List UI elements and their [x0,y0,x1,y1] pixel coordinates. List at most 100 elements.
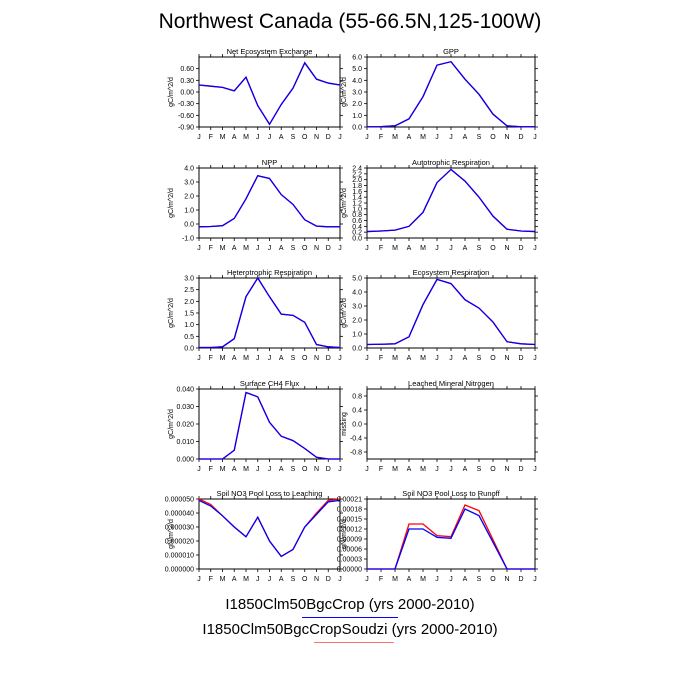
ytick-label-3-6: 1.2 [352,201,362,208]
xtick-label-7-7: A [463,466,468,473]
ytick-label-2-1: 0.0 [184,222,194,229]
xtick-label-8-1: F [209,576,213,583]
xtick-label-6-8: S [291,466,296,473]
xtick-label-7-1: F [379,466,383,473]
xtick-label-1-4: M [420,134,426,141]
xtick-label-9-4: M [420,576,426,583]
panel-frame-5 [366,277,536,349]
xtick-label-0-3: A [232,134,237,141]
xtick-label-6-10: N [314,466,319,473]
xtick-label-7-6: J [449,466,453,473]
xtick-label-3-2: M [392,245,398,252]
panel-title-1: GPP [443,47,459,56]
ytick-label-2-4: 3.0 [184,180,194,187]
panel-title-3: Autotrophic Respiration [412,158,490,167]
ytick-label-8-5: 0.000050 [165,497,194,504]
ytick-label-3-8: 1.6 [352,189,362,196]
xtick-label-7-11: D [518,466,523,473]
ytick-label-6-2: 0.020 [176,422,194,429]
series-line-5-1 [366,278,536,346]
xtick-label-5-0: J [365,355,369,362]
panel-ylabel-0: gC/m^2/d [168,77,175,107]
xtick-label-0-0: J [197,134,201,141]
series-line-1-1 [366,60,535,128]
ytick-label-4-3: 1.5 [184,311,194,318]
ytick-label-5-4: 4.0 [352,290,362,297]
ytick-label-3-10: 2.0 [352,177,362,184]
series-line-1-0 [366,60,535,128]
ytick-label-3-1: 0.2 [352,230,362,237]
ytick-label-0-4: 0.30 [180,78,194,85]
ytick-label-7-2: 0.0 [352,422,362,429]
ytick-label-9-2: 0.00006 [337,547,362,554]
ytick-label-5-5: 5.0 [352,276,362,283]
panel-ylabel-3: gC/m^2/d [341,188,348,218]
series-line-5-0 [366,278,536,346]
ytick-label-0-1: -0.60 [178,113,194,120]
xtick-label-1-1: F [379,134,383,141]
ytick-label-1-6: 6.0 [352,55,362,62]
xtick-label-3-7: A [463,245,468,252]
xtick-label-7-5: J [435,466,439,473]
xtick-label-8-9: O [302,576,308,583]
ytick-label-1-4: 4.0 [352,78,362,85]
series-line-3-1 [366,168,536,233]
xtick-label-1-7: A [463,134,468,141]
ytick-label-3-2: 0.4 [352,224,362,231]
panel-frame-8 [198,498,341,570]
xtick-label-2-2: M [220,245,226,252]
ytick-label-1-0: 0.0 [352,125,362,132]
xtick-label-0-7: A [279,134,284,141]
xtick-label-4-4: M [243,355,249,362]
xtick-label-5-12: J [533,355,537,362]
panel-ylabel-5: gC/m^2/d [341,298,348,328]
xtick-label-6-3: A [232,466,237,473]
xtick-label-2-9: O [302,245,308,252]
xtick-label-7-12: J [533,466,537,473]
xtick-label-8-5: J [256,576,260,583]
xtick-label-3-10: N [504,245,509,252]
ytick-label-7-3: 0.4 [352,408,362,415]
xtick-label-4-8: S [291,355,296,362]
ytick-label-9-0: 0.00000 [337,567,362,574]
legend-entry-1: I1850Clm50BgcCrop (yrs 2000-2010) [0,596,700,613]
ytick-label-8-4: 0.000040 [165,511,194,518]
xtick-label-2-7: A [279,245,284,252]
xtick-label-7-4: M [420,466,426,473]
xtick-label-5-7: A [463,355,468,362]
xtick-label-0-2: M [220,134,226,141]
panel-frame-4 [198,277,341,349]
ytick-label-7-1: -0.4 [350,436,362,443]
ytick-label-9-6: 0.00018 [337,507,362,514]
xtick-label-1-5: J [435,134,439,141]
series-line-6-0 [199,391,340,460]
panel-ylabel-7: missing [341,412,348,436]
series-line-2-0 [198,174,340,228]
panel-ylabel-9: gN/m^2/d [341,519,348,549]
panel-frame-6 [198,388,341,460]
xtick-label-6-6: J [268,466,272,473]
figure-title: Northwest Canada (55-66.5N,125-100W) [158,10,542,33]
ytick-label-6-4: 0.040 [176,387,194,394]
xtick-label-6-2: M [220,466,226,473]
xtick-label-1-11: D [518,134,523,141]
xtick-label-5-9: O [490,355,496,362]
xtick-label-6-11: D [326,466,331,473]
xtick-label-8-2: M [220,576,226,583]
xtick-label-9-12: J [533,576,537,583]
xtick-label-0-11: D [326,134,331,141]
xtick-label-8-6: J [268,576,272,583]
xtick-label-9-11: D [518,576,523,583]
ytick-label-1-1: 1.0 [352,113,362,120]
xtick-label-8-7: A [279,576,284,583]
ytick-label-1-3: 3.0 [352,90,362,97]
series-line-4-1 [199,276,341,349]
xtick-label-7-2: M [392,466,398,473]
xtick-label-7-0: J [365,466,369,473]
ytick-label-3-0: 0.0 [352,236,362,243]
ytick-label-9-4: 0.00012 [337,527,362,534]
ytick-label-0-0: -0.90 [178,125,194,132]
xtick-label-8-0: J [197,576,201,583]
xtick-label-8-4: M [243,576,249,583]
xtick-label-3-3: A [407,245,412,252]
